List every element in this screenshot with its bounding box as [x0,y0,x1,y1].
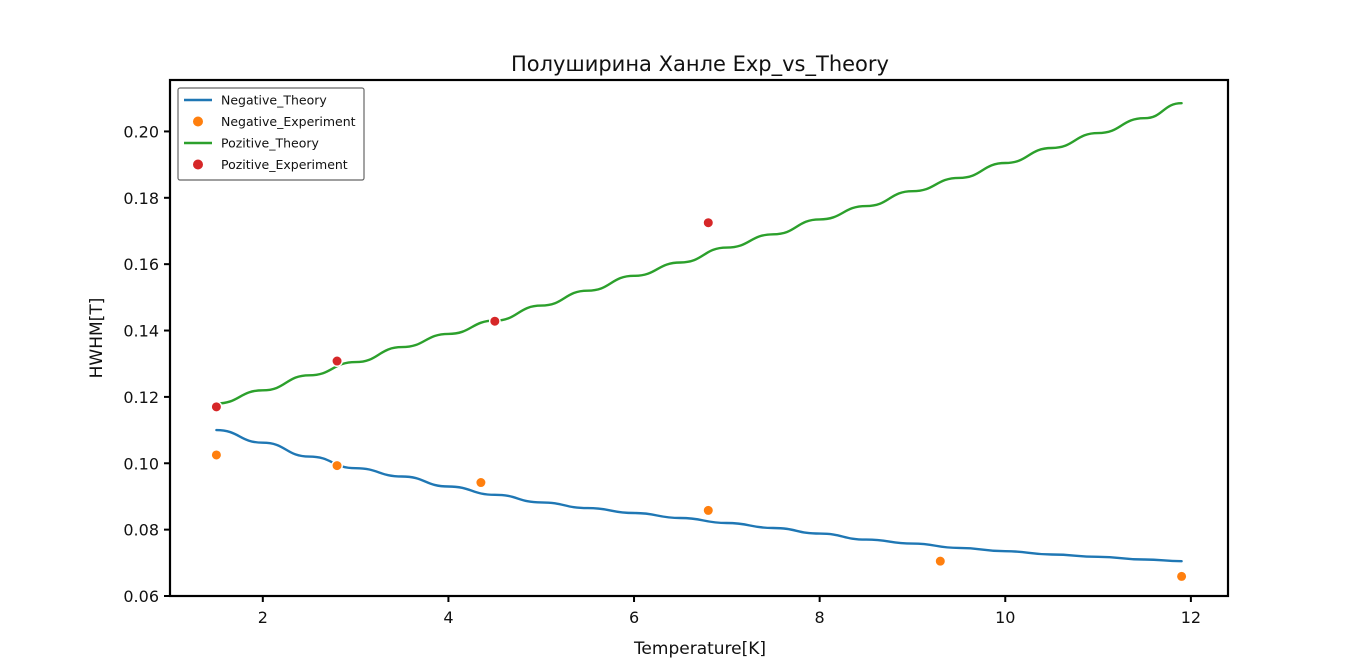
pozitive-experiment-point [488,315,501,328]
legend-box [177,87,365,181]
negative-theory-line [215,428,1183,563]
negative-experiment-point [475,476,487,489]
y-tick-label: 0.20 [123,122,159,141]
y-tick-label: 0.12 [123,388,159,407]
legend-swatch-pozitive-experiment [193,159,203,170]
y-tick-label: 0.08 [123,521,159,540]
x-tick-label: 4 [443,608,453,627]
negative-experiment-point [1175,570,1188,583]
legend-label-pozitive-experiment: Pozitive_Experiment [221,157,348,172]
legend-label-negative-experiment: Negative_Experiment [221,114,356,129]
negative-experiment-point [702,504,715,517]
legend-label-pozitive-theory: Pozitive_Theory [221,136,320,151]
y-tick-label: 0.16 [123,255,159,274]
y-tick-label: 0.06 [123,587,159,606]
negative-experiment-point [331,459,343,472]
y-tick-label: 0.10 [123,454,159,473]
y-axis: 0.06 0.08 0.10 0.12 0.14 0.16 0.18 0.20 [123,122,170,606]
chart-title: Полуширина Ханле Exp_vs_Theory [511,52,889,77]
y-tick-label: 0.18 [123,189,159,208]
y-axis-label: HWHM[T] [87,298,107,379]
x-tick-label: 12 [1181,608,1201,627]
legend: Negative_Theory Negative_Experiment Poziti… [177,87,365,181]
legend-swatch-negative-experiment [193,116,203,127]
x-tick-label: 6 [629,608,639,627]
pozitive-experiment-point [331,355,343,367]
legend-label-negative-theory: Negative_Theory [221,93,327,108]
negative-experiment-point [934,555,947,568]
pozitive-experiment-point [210,400,223,413]
y-tick-label: 0.14 [123,322,159,341]
series-layer [210,102,1188,583]
x-tick-label: 10 [995,608,1015,627]
x-axis-label: Temperature[K] [633,639,766,659]
x-tick-label: 8 [815,608,825,627]
x-tick-label: 2 [258,608,268,627]
negative-experiment-point [210,449,223,461]
pozitive-theory-line [215,102,1183,405]
x-axis: 2 4 6 8 10 12 [258,596,1201,627]
pozitive-experiment-point [702,216,715,229]
